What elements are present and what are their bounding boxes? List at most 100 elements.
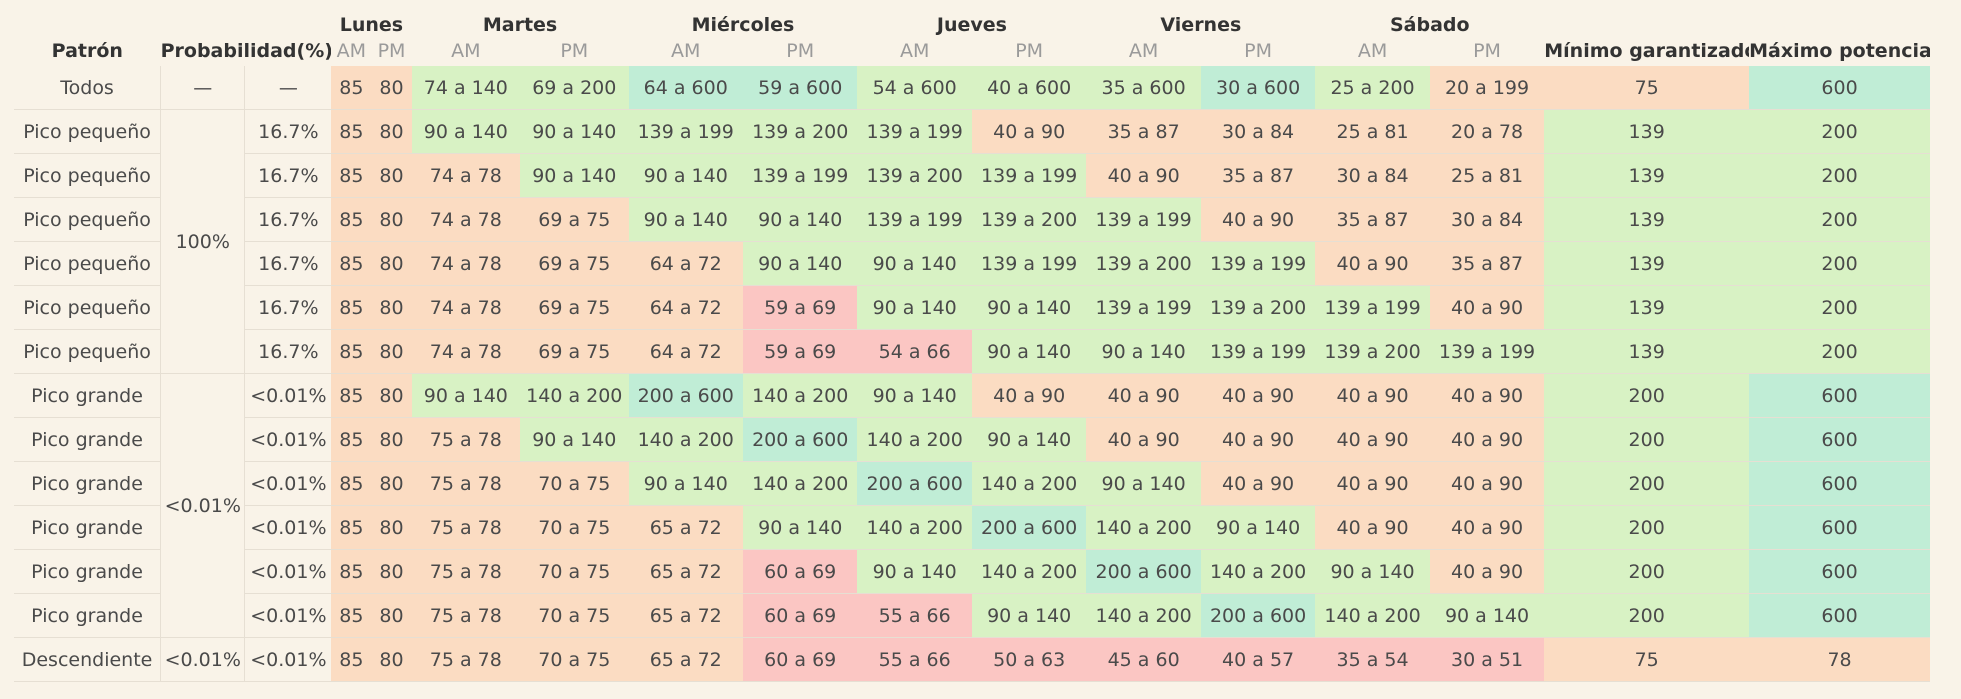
jueves-am-cell: 55 a 66: [857, 593, 972, 638]
table-row: Pico grande <0.01% 85 80 75 a 78 70 a 75 65 …: [14, 593, 1930, 638]
sabado-am-cell: 30 a 84: [1315, 153, 1430, 198]
martes-am-cell: 75 a 78: [411, 549, 521, 594]
table-body: Todos — — 85 80 74 a 140 69 a 200 64 a 600 59…: [14, 66, 1930, 682]
sabado-am-cell: 139 a 199: [1315, 285, 1430, 330]
viernes-am-cell: 40 a 90: [1086, 417, 1201, 462]
min-guaranteed-cell: 200: [1544, 417, 1750, 462]
probability-cell: <0.01%: [244, 461, 332, 506]
min-guaranteed-cell: 139: [1544, 285, 1750, 330]
max-potential-cell: 600: [1749, 66, 1930, 110]
sabado-am-cell: 40 a 90: [1315, 241, 1430, 286]
lunes-pm-cell: 80: [371, 461, 412, 506]
viernes-am-cell: 90 a 140: [1086, 461, 1201, 506]
martes-am-cell: 75 a 78: [411, 505, 521, 550]
min-guaranteed-cell: 139: [1544, 329, 1750, 374]
day-header-sabado: Sábado: [1390, 14, 1470, 36]
lunes-am-cell: 85: [331, 241, 372, 286]
table-row: Pico grande <0.01% 85 80 75 a 78 70 a 75 65 …: [14, 549, 1930, 594]
probability-cell: <0.01%: [244, 373, 332, 418]
miercoles-pm-cell: 59 a 600: [742, 66, 858, 110]
jueves-pm-cell: 139 a 199: [971, 153, 1087, 198]
jueves-am-cell: 90 a 140: [857, 549, 972, 594]
jueves-pm-cell: 90 a 140: [971, 329, 1087, 374]
martes-pm-cell: 69 a 75: [520, 241, 629, 286]
table-row: Pico pequeño 16.7% 85 80 74 a 78 69 a 75 64 …: [14, 285, 1930, 330]
martes-am-cell: 90 a 140: [411, 109, 521, 154]
martes-am-cell: 75 a 78: [411, 461, 521, 506]
table-row: Todos — — 85 80 74 a 140 69 a 200 64 a 600 59…: [14, 66, 1930, 110]
sabado-pm-cell: 25 a 81: [1429, 153, 1545, 198]
viernes-pm-cell: 90 a 140: [1200, 505, 1316, 550]
table-row: Pico pequeño 16.7% 85 80 74 a 78 69 a 75 64 …: [14, 241, 1930, 286]
pattern-cell: Pico grande: [14, 593, 161, 638]
max-potential-cell: 200: [1749, 285, 1930, 330]
lunes-am-cell: 85: [331, 549, 372, 594]
miercoles-pm-cell: 60 a 69: [742, 549, 858, 594]
sabado-am-cell: 35 a 54: [1315, 637, 1430, 682]
lunes-pm-cell: 80: [371, 109, 412, 154]
min-guaranteed-cell: 200: [1544, 593, 1750, 638]
probability-cell: —: [244, 66, 332, 110]
lunes-am-cell: 85: [331, 329, 372, 374]
min-guaranteed-header: Mínimo garantizado: [1544, 40, 1750, 62]
viernes-pm-cell: 140 a 200: [1200, 549, 1316, 594]
table-row: Pico pequeño 16.7% 85 80 74 a 78 69 a 75 90 …: [14, 197, 1930, 242]
martes-am-cell: 75 a 78: [411, 593, 521, 638]
miercoles-pm-cell: 140 a 200: [742, 373, 858, 418]
jueves-am-cell: 55 a 66: [857, 637, 972, 682]
am-header: AM: [899, 40, 930, 62]
lunes-pm-cell: 80: [371, 329, 412, 374]
min-guaranteed-cell: 200: [1544, 373, 1750, 418]
martes-am-cell: 75 a 78: [411, 637, 521, 682]
martes-pm-cell: 69 a 75: [520, 197, 629, 242]
miercoles-pm-cell: 200 a 600: [742, 417, 858, 462]
max-potential-cell: 600: [1749, 417, 1930, 462]
probability-cell: 16.7%: [244, 109, 332, 154]
jueves-pm-cell: 90 a 140: [971, 285, 1087, 330]
price-pattern-table: Lunes Martes Miércoles Jueves Viernes Sá…: [14, 8, 1930, 682]
header-spacer: [161, 8, 245, 36]
jueves-pm-cell: 50 a 63: [971, 637, 1087, 682]
sabado-am-cell: 40 a 90: [1315, 461, 1430, 506]
martes-am-cell: 74 a 78: [411, 153, 521, 198]
sabado-pm-cell: 35 a 87: [1429, 241, 1545, 286]
sabado-pm-cell: 20 a 199: [1429, 66, 1545, 110]
miercoles-am-cell: 90 a 140: [628, 461, 743, 506]
pattern-cell: Pico pequeño: [14, 329, 161, 374]
viernes-am-cell: 200 a 600: [1086, 549, 1201, 594]
probability-cell: <0.01%: [244, 417, 332, 462]
martes-am-cell: 74 a 78: [411, 329, 521, 374]
miercoles-pm-cell: 140 a 200: [742, 461, 858, 506]
lunes-pm-cell: 80: [371, 241, 412, 286]
viernes-am-cell: 90 a 140: [1086, 329, 1201, 374]
min-guaranteed-cell: 139: [1544, 241, 1750, 286]
martes-am-cell: 90 a 140: [411, 373, 521, 418]
pm-header: PM: [1015, 40, 1044, 62]
pattern-cell: Todos: [14, 66, 161, 110]
pattern-cell: Pico grande: [14, 373, 161, 418]
max-potential-header: Máximo potencial: [1749, 40, 1930, 62]
jueves-pm-cell: 90 a 140: [971, 593, 1087, 638]
day-header-jueves: Jueves: [936, 14, 1007, 36]
max-potential-cell: 600: [1749, 505, 1930, 550]
martes-pm-cell: 90 a 140: [520, 417, 629, 462]
pattern-cell: Pico grande: [14, 461, 161, 506]
lunes-pm-cell: 80: [371, 549, 412, 594]
day-header-lunes: Lunes: [339, 14, 404, 36]
miercoles-pm-cell: 59 a 69: [742, 285, 858, 330]
martes-pm-cell: 69 a 75: [520, 329, 629, 374]
jueves-pm-cell: 139 a 199: [971, 241, 1087, 286]
jueves-pm-cell: 140 a 200: [971, 549, 1087, 594]
day-header-viernes: Viernes: [1160, 14, 1242, 36]
jueves-pm-cell: 40 a 600: [971, 66, 1087, 110]
miercoles-am-cell: 64 a 72: [628, 329, 743, 374]
lunes-pm-cell: 80: [371, 373, 412, 418]
viernes-pm-cell: 35 a 87: [1200, 153, 1316, 198]
sabado-am-cell: 90 a 140: [1315, 549, 1430, 594]
probability-cell: <0.01%: [244, 593, 332, 638]
max-potential-cell: 600: [1749, 549, 1930, 594]
sabado-am-cell: 40 a 90: [1315, 417, 1430, 462]
table-row: Pico grande <0.01% 85 80 75 a 78 70 a 75 90 …: [14, 461, 1930, 506]
viernes-am-cell: 140 a 200: [1086, 593, 1201, 638]
miercoles-pm-cell: 90 a 140: [742, 241, 858, 286]
